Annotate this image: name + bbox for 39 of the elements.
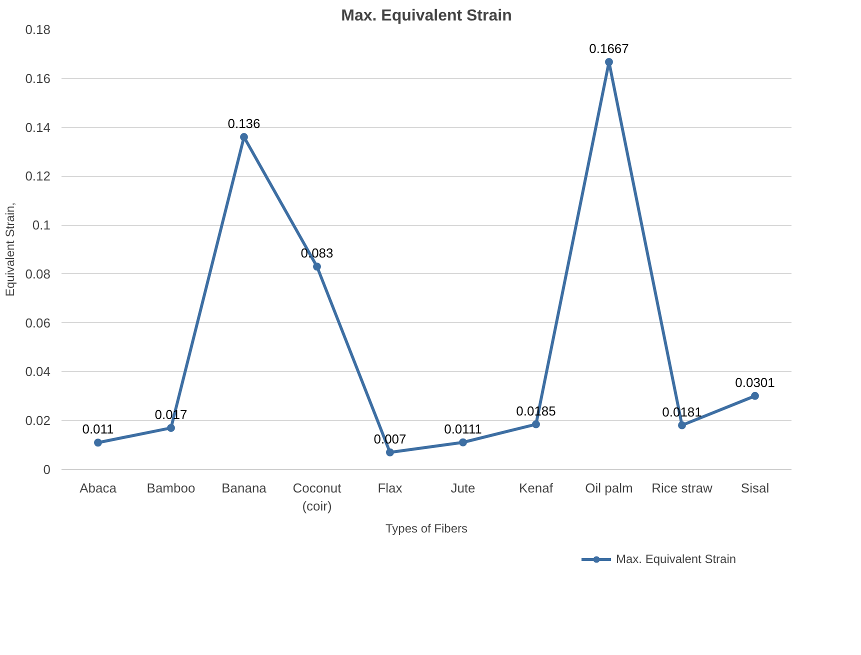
point	[678, 421, 686, 430]
y-tick-label: 0.12	[25, 168, 51, 184]
legend-label: Max. Equivalent Strain	[616, 552, 736, 566]
x-tick-label: Flax	[378, 480, 403, 496]
x-tick-label: Banana	[222, 480, 268, 496]
point	[532, 420, 540, 428]
x-tick-label: Rice straw	[652, 480, 713, 496]
point	[94, 438, 102, 447]
x-tick-label: Jute	[450, 480, 476, 496]
data-label: 0.0111	[444, 421, 482, 436]
point	[751, 392, 759, 400]
point	[459, 438, 467, 446]
y-tick-label: 0.1	[32, 218, 51, 233]
x-tick-label: Oil palm	[585, 480, 633, 496]
data-label: 0.136	[228, 116, 260, 132]
x-tick-label: Bamboo	[146, 480, 196, 496]
y-axis-title: Equivalent Strain,	[3, 202, 18, 297]
x-tick-label: Abaca	[80, 480, 118, 496]
y-tick-label: 0.08	[25, 266, 51, 282]
point	[386, 448, 394, 456]
y-tick-label: 0.06	[25, 315, 51, 330]
y-tick-label: 0.14	[25, 120, 51, 135]
x-tick-label: Kenaf	[519, 480, 554, 496]
x-tick-label: Coconut (coir)	[292, 480, 342, 514]
chart-title: Max. Equivalent Strain	[341, 8, 512, 24]
point	[313, 262, 321, 271]
y-tick-label: 0	[43, 462, 51, 477]
y-tick-label: 0.16	[25, 70, 51, 86]
data-label: 0.0301	[735, 374, 775, 390]
x-axis-title: Types of Fibers	[385, 522, 468, 536]
point	[167, 424, 175, 432]
point	[240, 133, 248, 142]
x-tick-label: Sisal	[740, 480, 770, 496]
y-tick-label: 0.18	[25, 22, 51, 37]
y-tick-label: 0.04	[25, 364, 51, 380]
y-tick-label: 0.02	[25, 413, 51, 428]
point	[605, 58, 613, 66]
data-label: 0.1667	[589, 41, 629, 56]
data-label: 0.011	[82, 422, 114, 437]
